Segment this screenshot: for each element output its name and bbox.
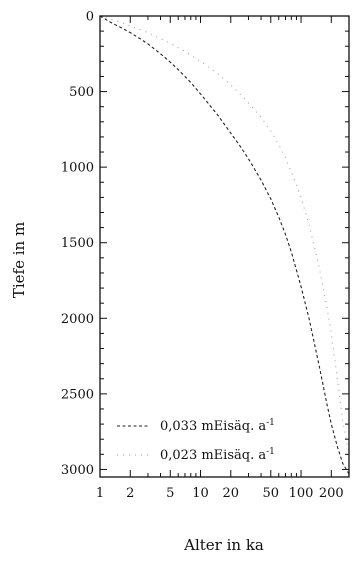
- y-tick-label: 3000: [61, 463, 94, 478]
- legend: 0,033 mEisäq. a-1 0,023 mEisäq. a-1: [117, 418, 275, 463]
- y-tick-label: 500: [69, 85, 94, 100]
- series-line-0023: [99, 15, 350, 455]
- series-line-0033: [99, 15, 350, 475]
- ticks-layer: [99, 15, 350, 477]
- x-tick-label: 10: [192, 486, 209, 501]
- y-tick-label: 1000: [61, 161, 94, 176]
- legend-label-0033: 0,033 mEisäq. a-1: [160, 418, 275, 434]
- x-tick-label: 1: [96, 486, 104, 501]
- x-tick-label: 2: [126, 486, 134, 501]
- y-tick-label: 1500: [61, 236, 94, 251]
- x-tick-label: 100: [289, 486, 314, 501]
- legend-label-0023: 0,023 mEisäq. a-1: [160, 447, 275, 463]
- x-tick-label: 20: [223, 486, 240, 501]
- x-tick-label: 50: [263, 486, 280, 501]
- x-tick-label: 200: [319, 486, 344, 501]
- plot-frame: [99, 15, 350, 478]
- x-axis-title: Alter in ka: [183, 536, 264, 554]
- x-tick-label: 5: [166, 486, 174, 501]
- y-tick-label: 0: [86, 10, 94, 25]
- series-layer: [99, 15, 350, 475]
- y-tick-label: 2500: [61, 387, 94, 402]
- y-axis-title: Tiefe in m: [10, 222, 28, 298]
- y-tick-label: 2000: [61, 312, 94, 327]
